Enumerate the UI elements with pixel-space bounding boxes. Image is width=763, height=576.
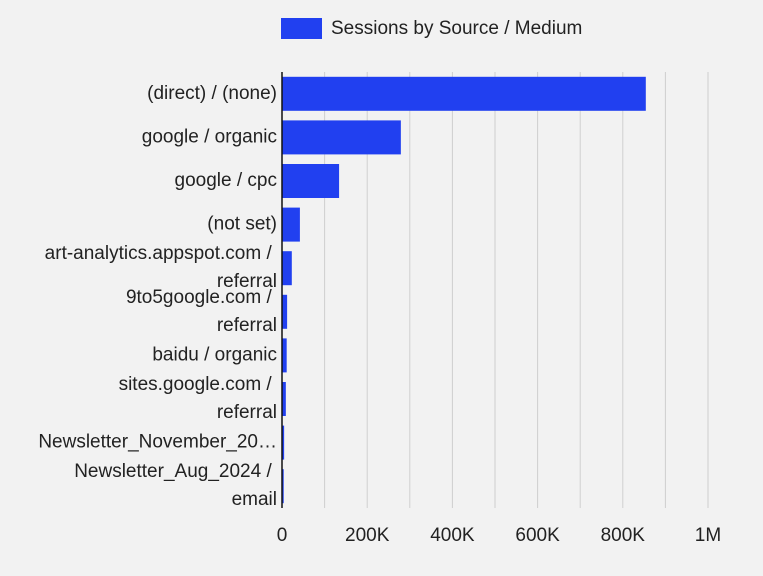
legend-label: Sessions by Source / Medium [331, 18, 582, 39]
y-tick-label: sites.google.com / referral [119, 374, 277, 423]
x-tick-label: 400K [430, 525, 475, 546]
bar [282, 207, 300, 242]
y-tick-label: baidu / organic [152, 344, 277, 365]
legend-swatch [281, 18, 322, 39]
x-tick-label: 1M [695, 525, 721, 546]
bar [282, 294, 288, 329]
y-tick-label: Newsletter_Aug_2024 / email [74, 461, 277, 510]
bar [282, 382, 286, 416]
y-tick-label: 9to5google.com / referral [126, 287, 277, 336]
y-tick-label: google / organic [142, 126, 277, 147]
y-tick-label: (not set) [207, 214, 277, 235]
y-tick-label: Newsletter_November_20… [38, 432, 277, 453]
x-tick-label: 800K [601, 525, 646, 546]
x-tick-label: 200K [345, 525, 390, 546]
bar [282, 76, 646, 111]
y-tick-label: (direct) / (none) [147, 83, 277, 104]
bar [282, 425, 285, 460]
y-tick-label: art-analytics.appspot.com / referral [45, 243, 277, 292]
bar [282, 120, 401, 155]
bar [282, 251, 292, 286]
bar [282, 338, 287, 373]
bar [282, 164, 340, 198]
x-tick-label: 0 [277, 525, 288, 546]
y-tick-label: google / cpc [175, 170, 277, 191]
x-tick-label: 600K [515, 525, 560, 546]
bar [282, 469, 284, 504]
